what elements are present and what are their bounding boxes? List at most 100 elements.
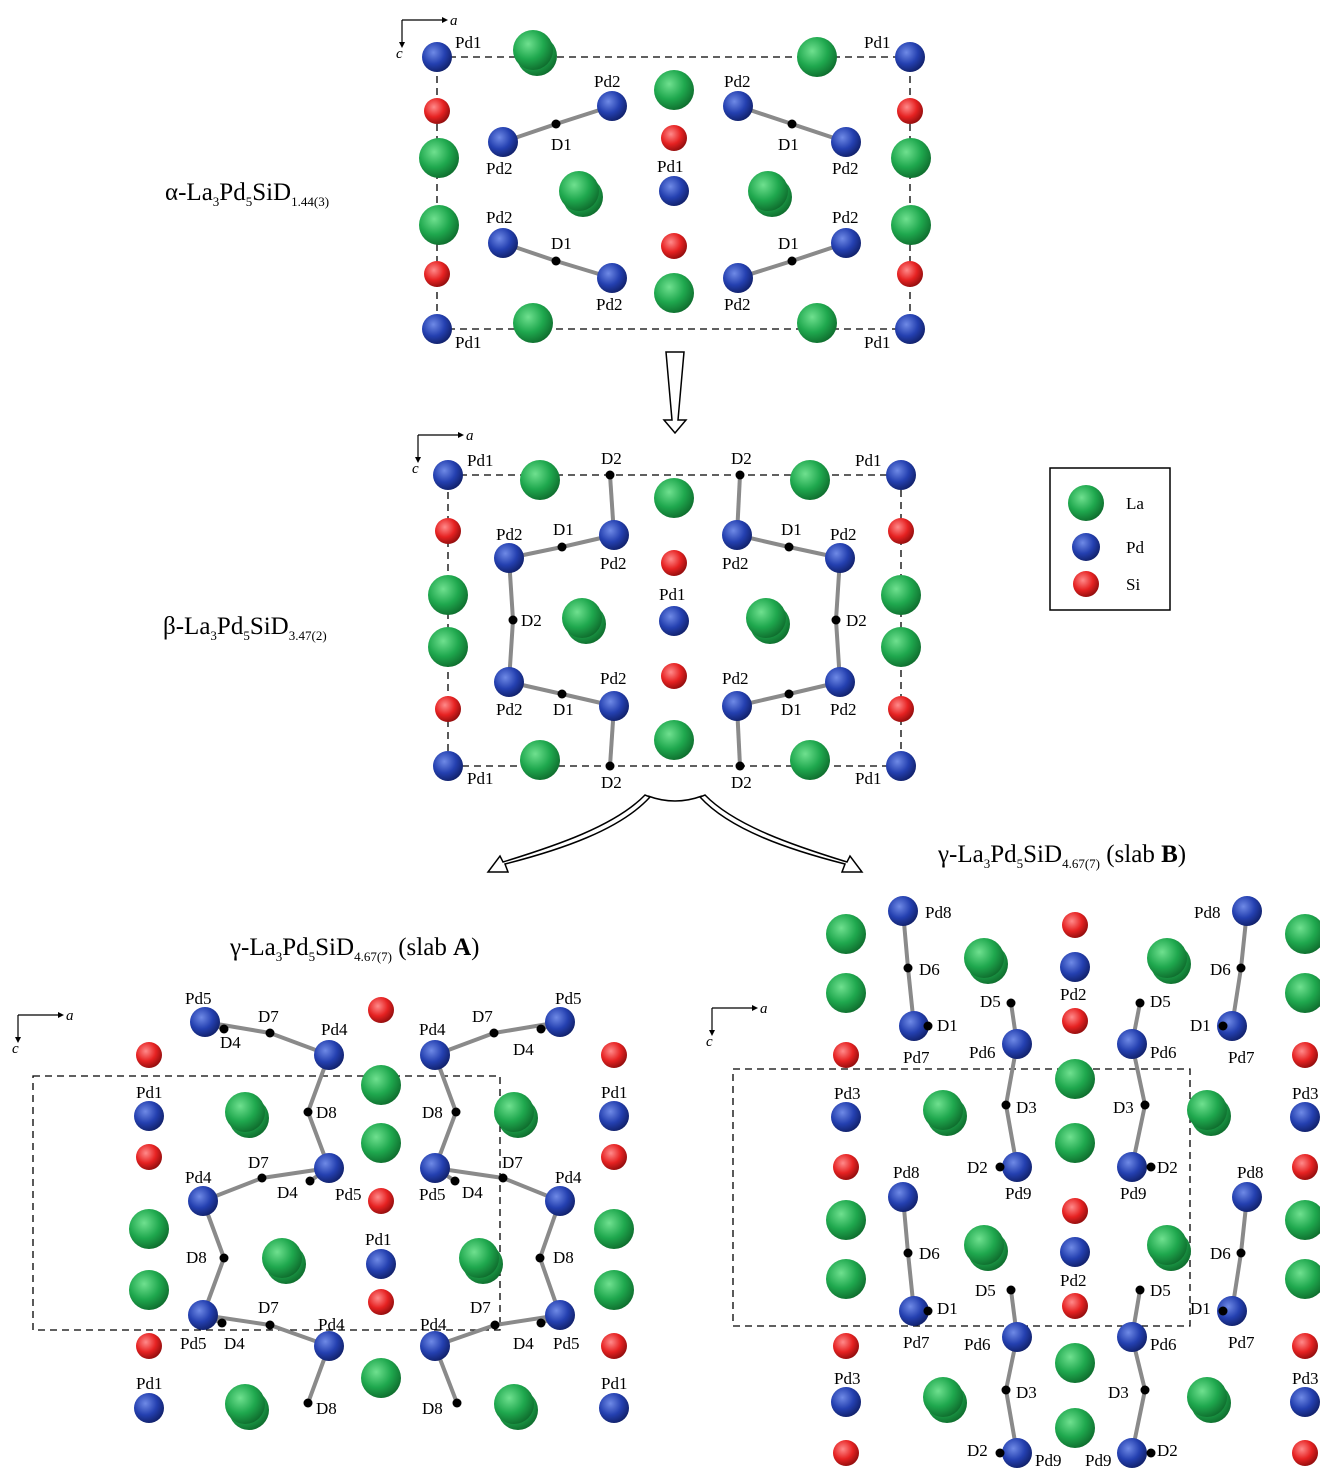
deuterium-site [265,1320,275,1330]
deuterium-site [1236,963,1246,973]
site-label: D3 [1016,1098,1037,1117]
axis-c-label: c [412,461,419,477]
site-label: D7 [470,1298,491,1317]
site-label: Pd4 [555,1168,582,1187]
axis-a-arrow [752,1005,758,1011]
la-atom [520,460,560,500]
deuterium-site [305,1176,315,1186]
phase-title-beta: β-La3Pd5SiD3.47(2) [163,613,327,643]
legend-si-label: Si [1126,575,1140,594]
site-label: D8 [422,1103,443,1122]
pd-atom [723,263,753,293]
deuterium-site [995,1448,1005,1458]
la-atom [225,1384,265,1424]
site-label: Pd8 [1237,1163,1263,1182]
deuterium-site [735,761,745,771]
pd-atom [1117,1322,1147,1352]
site-label: Pd1 [659,585,685,604]
pd-atom [886,751,916,781]
site-label: D8 [316,1399,337,1418]
deuterium-site [557,689,567,699]
site-label: D2 [1157,1158,1178,1177]
site-label: Pd2 [594,72,620,91]
pd-atom [1232,1182,1262,1212]
si-atom [897,98,923,124]
pd-atom [599,691,629,721]
la-atom [748,171,788,211]
la-atom [262,1238,302,1278]
si-atom [601,1042,627,1068]
pd-atom [314,1331,344,1361]
site-label: Pd9 [1005,1184,1031,1203]
la-atom [1187,1377,1227,1417]
pd-atom [420,1331,450,1361]
la-atom [654,478,694,518]
site-label: Pd1 [657,157,683,176]
si-atom [424,261,450,287]
si-atom [1062,1008,1088,1034]
atom-layer [129,30,1320,1468]
phase-title-alpha: α-La3Pd5SiD1.44(3) [165,179,329,209]
la-atom [129,1209,169,1249]
site-label: Pd2 [1060,1271,1086,1290]
deuterium-site [923,1306,933,1316]
pd-atom [433,460,463,490]
site-label: D3 [1113,1098,1134,1117]
legend-la-swatch [1068,485,1104,521]
axis-c-label: c [396,46,403,62]
site-label: Pd2 [832,159,858,178]
site-label: D7 [248,1153,269,1172]
si-atom [897,261,923,287]
deuterium-site [498,1173,508,1183]
site-label: D6 [919,960,940,979]
site-label: Pd8 [925,903,951,922]
la-atom [361,1358,401,1398]
la-atom [361,1123,401,1163]
si-atom [136,1042,162,1068]
axis-a-label: a [450,13,458,29]
la-atom [826,973,866,1013]
pd-atom [899,1296,929,1326]
pd-atom [1117,1438,1147,1468]
la-atom [494,1092,534,1132]
deuterium-site [903,1248,913,1258]
pd-atom [886,460,916,490]
site-label: Pd7 [1228,1048,1255,1067]
si-atom [1292,1440,1318,1466]
la-atom [594,1209,634,1249]
site-label: Pd2 [724,72,750,91]
la-atom [654,70,694,110]
site-label: D2 [731,449,752,468]
transition-arrow-beta-gamma-b [698,794,864,873]
site-label: Pd4 [318,1315,345,1334]
pd-atom [494,543,524,573]
la-atom [459,1238,499,1278]
si-atom [833,1333,859,1359]
pd-atom [599,1393,629,1423]
axis-c-arrow [415,457,421,463]
site-label: Pd4 [185,1168,212,1187]
si-atom [1292,1042,1318,1068]
site-label: D7 [258,1007,279,1026]
deuterium-site [605,470,615,480]
deuterium-site [450,1176,460,1186]
axis-c-arrow [709,1030,715,1036]
la-atom [428,627,468,667]
pd-atom [1002,1438,1032,1468]
site-label: D3 [1016,1383,1037,1402]
pd-atom [433,751,463,781]
la-atom [361,1065,401,1105]
deuterium-site [508,615,518,625]
deuterium-site [1001,1100,1011,1110]
pd-atom [422,314,452,344]
site-label: Pd2 [496,525,522,544]
site-label: D4 [224,1334,245,1353]
si-atom [888,518,914,544]
la-atom [129,1270,169,1310]
la-atom [1285,1259,1320,1299]
pd-atom [597,263,627,293]
la-atom [964,938,1004,978]
la-atom [964,1225,1004,1265]
phase-title-gamma-slab-b: γ-La3Pd5SiD4.67(7) (slab B) [937,841,1186,871]
si-atom [888,696,914,722]
